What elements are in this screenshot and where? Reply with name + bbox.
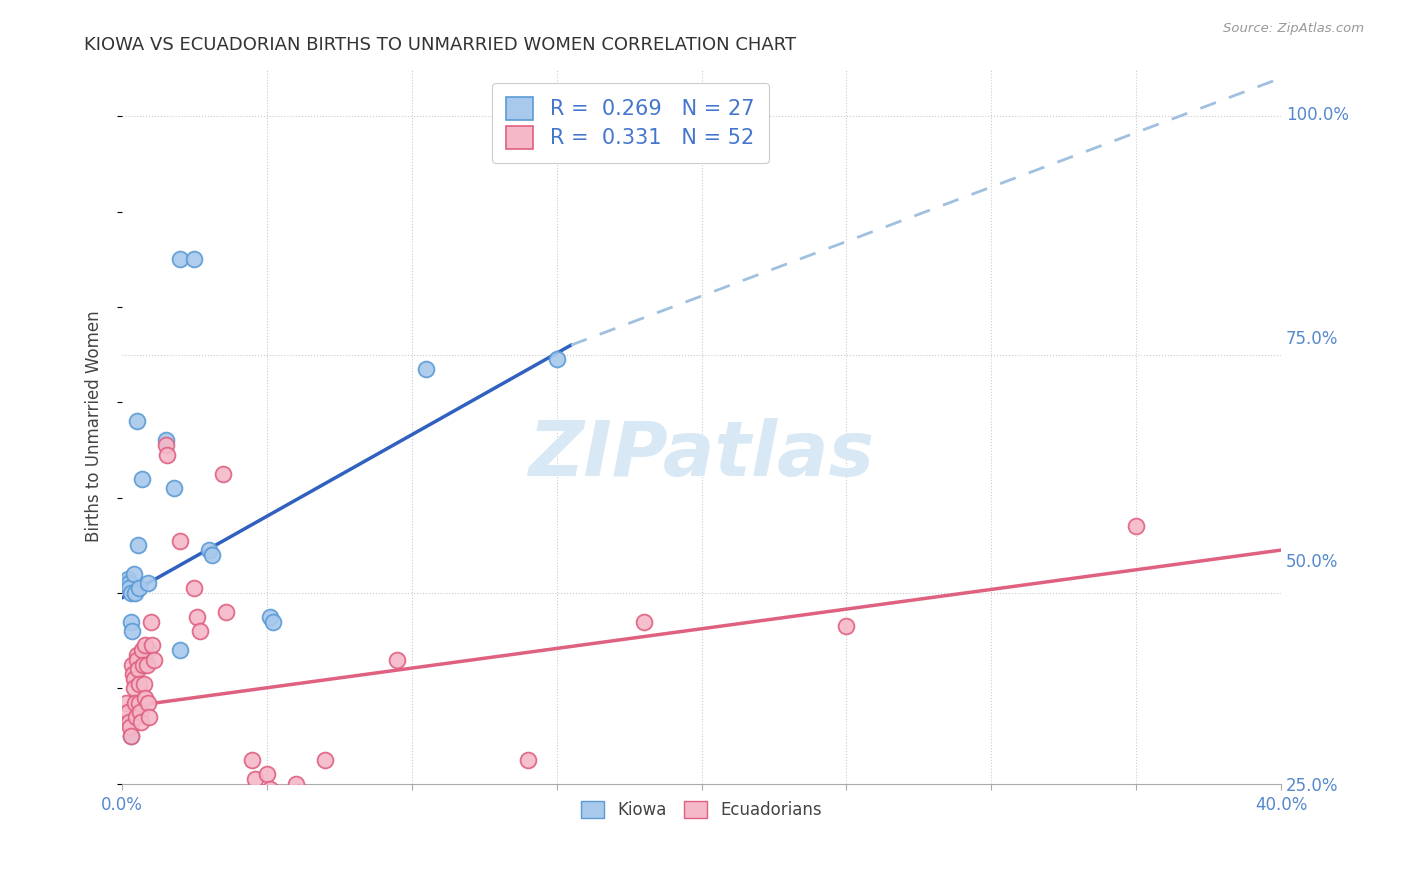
Point: [259, 781, 281, 796]
Point: [125, 648, 148, 662]
Point: [183, 581, 205, 595]
Point: [120, 729, 142, 743]
Point: [129, 705, 152, 719]
Point: [120, 719, 142, 733]
Point: [259, 610, 281, 624]
Point: [633, 615, 655, 629]
Point: [284, 777, 307, 791]
Point: [169, 252, 191, 267]
Point: [121, 657, 143, 672]
Point: [169, 533, 191, 548]
Point: [186, 610, 208, 624]
Point: [256, 767, 278, 781]
Point: [163, 481, 186, 495]
Point: [127, 538, 149, 552]
Point: [188, 624, 211, 639]
Point: [118, 576, 141, 591]
Point: [122, 566, 145, 581]
Point: [120, 615, 142, 629]
Point: [125, 710, 148, 724]
Point: [314, 753, 336, 767]
Point: [262, 615, 284, 629]
Point: [516, 753, 538, 767]
Point: [117, 705, 139, 719]
Point: [155, 438, 177, 452]
Point: [415, 362, 437, 376]
Point: [212, 467, 235, 481]
Point: [183, 252, 205, 267]
Point: [132, 657, 155, 672]
Point: [134, 639, 156, 653]
Point: [136, 696, 159, 710]
Point: [122, 681, 145, 696]
Point: [128, 676, 150, 690]
Point: [121, 624, 143, 639]
Point: [131, 643, 153, 657]
Point: [169, 643, 191, 657]
Point: [835, 619, 858, 633]
Point: [262, 791, 284, 805]
Text: KIOWA VS ECUADORIAN BIRTHS TO UNMARRIED WOMEN CORRELATION CHART: KIOWA VS ECUADORIAN BIRTHS TO UNMARRIED …: [84, 36, 796, 54]
Point: [387, 653, 409, 667]
Point: [124, 586, 146, 600]
Point: [134, 690, 156, 705]
Point: [121, 667, 143, 681]
Point: [136, 643, 159, 657]
Point: [120, 729, 142, 743]
Point: [288, 786, 311, 800]
Point: [142, 653, 165, 667]
Point: [141, 639, 163, 653]
Point: [139, 615, 162, 629]
Point: [546, 352, 568, 367]
Point: [128, 696, 150, 710]
Point: [124, 696, 146, 710]
Point: [127, 653, 149, 667]
Point: [127, 662, 149, 676]
Point: [198, 543, 221, 558]
Legend: Kiowa, Ecuadorians: Kiowa, Ecuadorians: [574, 794, 828, 825]
Point: [156, 448, 179, 462]
Point: [115, 696, 138, 710]
Point: [215, 605, 238, 619]
Text: Source: ZipAtlas.com: Source: ZipAtlas.com: [1223, 22, 1364, 36]
Point: [245, 772, 267, 786]
Point: [136, 576, 159, 591]
Point: [115, 576, 138, 591]
Point: [122, 672, 145, 686]
Point: [201, 548, 224, 562]
Point: [129, 714, 152, 729]
Point: [135, 657, 157, 672]
Point: [118, 714, 141, 729]
Point: [128, 581, 150, 595]
Point: [138, 710, 160, 724]
Text: ZIPatlas: ZIPatlas: [529, 417, 875, 491]
Point: [242, 753, 264, 767]
Point: [131, 472, 153, 486]
Point: [120, 586, 142, 600]
Point: [1125, 519, 1147, 533]
Point: [132, 676, 155, 690]
Y-axis label: Births to Unmarried Women: Births to Unmarried Women: [86, 310, 103, 542]
Point: [118, 581, 141, 595]
Point: [125, 414, 148, 428]
Point: [155, 434, 177, 448]
Point: [117, 572, 139, 586]
